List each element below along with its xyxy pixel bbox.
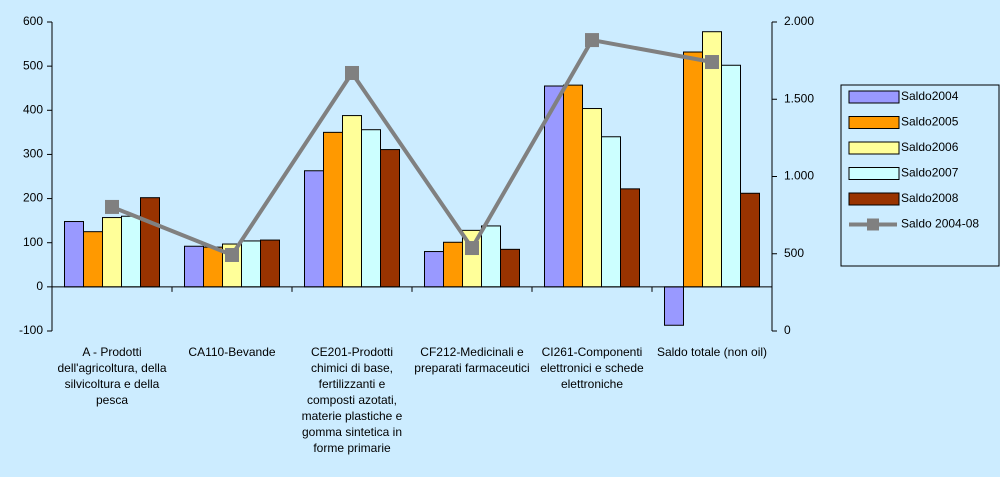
legend-label: Saldo2008 xyxy=(901,191,959,205)
y-tick-label: 0 xyxy=(36,279,43,293)
bar xyxy=(140,197,160,288)
y2-tick-label: 1.000 xyxy=(784,169,814,183)
bar xyxy=(620,188,640,288)
legend-swatch xyxy=(848,90,900,104)
y2-tick-label: 1.500 xyxy=(784,91,814,105)
line-marker xyxy=(465,241,479,256)
legend-label: Saldo2004 xyxy=(901,89,959,103)
x-tick-label: CF212-Medicinali e preparati farmaceutic… xyxy=(414,345,530,375)
legend-swatch xyxy=(848,167,900,180)
bar xyxy=(304,170,324,288)
y-tick-label: 400 xyxy=(23,102,43,116)
y2-tick-label: 500 xyxy=(784,246,804,260)
bar xyxy=(260,239,280,288)
y-tick-label: 500 xyxy=(23,58,43,72)
line-marker xyxy=(225,247,239,262)
x-tick-label: CA110-Bevande xyxy=(188,345,276,359)
line-series xyxy=(111,37,713,258)
legend-swatch xyxy=(848,192,900,206)
line-marker xyxy=(345,65,359,80)
bar xyxy=(664,286,684,326)
bar xyxy=(203,246,223,288)
x-tick-label: CE201-Prodotti chimici di base, fertiliz… xyxy=(301,345,403,455)
bar xyxy=(323,131,343,288)
bar xyxy=(121,215,141,288)
legend-label: Saldo2006 xyxy=(901,140,959,154)
legend-label: Saldo 2004-08 xyxy=(901,217,979,231)
bar xyxy=(361,129,381,288)
bar xyxy=(443,241,463,288)
bar xyxy=(380,149,400,288)
bar xyxy=(500,248,520,288)
bar xyxy=(481,225,501,288)
bar xyxy=(563,84,583,288)
y2-tick-label: 0 xyxy=(784,323,791,337)
y-tick-label: 300 xyxy=(23,147,43,161)
bar xyxy=(740,192,760,288)
y-tick-label: 600 xyxy=(23,14,43,28)
bar xyxy=(342,115,362,288)
line-marker xyxy=(105,199,119,214)
bar xyxy=(83,231,103,288)
bar xyxy=(582,108,602,288)
x-tick-label: Saldo totale (non oil) xyxy=(656,345,768,359)
bar xyxy=(241,240,261,288)
legend-swatch xyxy=(848,141,900,155)
legend-label: Saldo2005 xyxy=(901,115,959,129)
bar xyxy=(721,64,741,288)
legend-label: Saldo2007 xyxy=(901,166,959,180)
bar xyxy=(102,217,122,288)
legend-swatch xyxy=(848,116,900,129)
bar xyxy=(683,51,703,288)
bar xyxy=(702,31,722,288)
bar xyxy=(601,136,621,288)
x-tick-label: A - Prodotti dell'agricoltura, della sil… xyxy=(57,345,167,407)
y-tick-label: 200 xyxy=(23,191,43,205)
line-marker xyxy=(705,55,719,70)
line-marker xyxy=(585,33,599,48)
y-tick-label: 100 xyxy=(23,235,43,249)
bar xyxy=(64,221,84,288)
legend-marker xyxy=(867,218,879,231)
x-tick-label: CI261-Componenti elettronici e schede el… xyxy=(540,345,644,391)
bar xyxy=(424,251,444,288)
y2-tick-label: 2.000 xyxy=(784,14,814,28)
bar xyxy=(184,245,204,288)
y-tick-label: -100 xyxy=(19,323,43,337)
